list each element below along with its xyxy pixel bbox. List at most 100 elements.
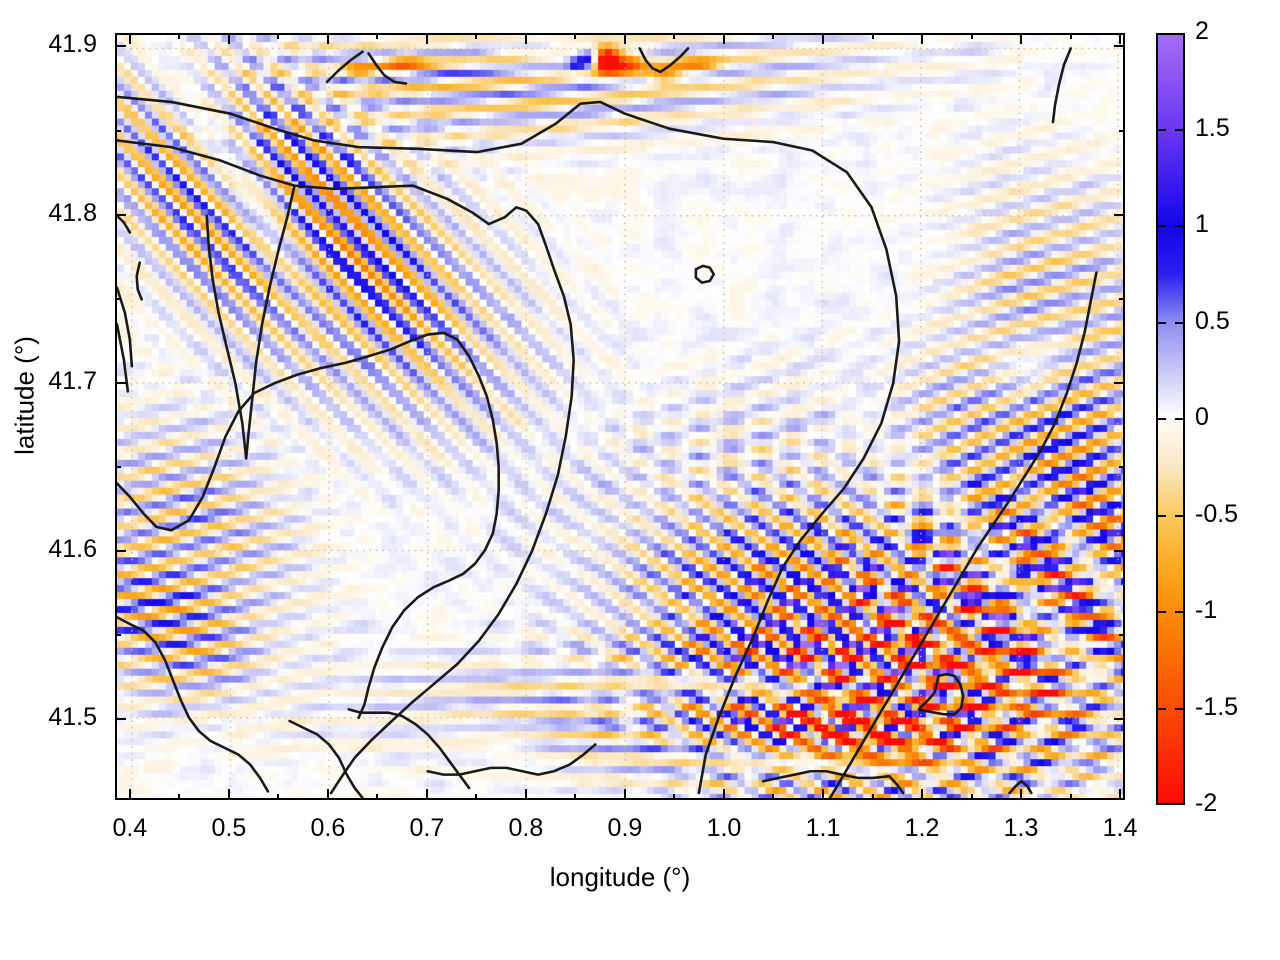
colorbar-tick-label: 0 [1195,403,1209,431]
y-tick-label: 41.8 [48,198,97,227]
x-tick-minor-top [673,33,676,39]
colorbar-tick-label: 1.5 [1195,113,1230,142]
plot-panel [115,33,1125,800]
x-tick-minor-top [871,33,874,39]
colorbar-tick-right [1175,514,1184,517]
colorbar-tick [1157,225,1166,227]
contour-lines [117,47,1098,798]
x-tick-major-top [722,33,725,44]
x-tick-major-top [1020,33,1023,44]
x-tick-minor-top [376,33,379,39]
x-tick-label: 1.3 [1003,814,1039,842]
x-tick-minor-top [970,33,973,39]
x-tick-minor-top [772,33,775,39]
y-tick-major [115,718,126,721]
y-tick-label: 41.7 [48,366,97,395]
x-tick-label: 0.9 [607,814,643,842]
x-tick-major [1119,789,1122,800]
x-tick-label: 0.7 [409,814,445,842]
x-tick-major-top [1119,33,1122,44]
colorbar-tick-right [1175,707,1184,710]
x-tick-label: 0.4 [112,814,148,842]
x-tick-major-top [128,33,131,44]
x-tick-major [128,789,131,800]
x-axis-title: longitude (°) [549,862,691,892]
x-tick-minor-top [1069,33,1072,39]
x-tick-major [326,789,329,800]
x-tick-minor [376,794,379,800]
colorbar-tick-label: -0.5 [1195,499,1239,528]
x-tick-minor-top [574,33,577,39]
colorbar-tick [1157,514,1166,517]
y-tick-label: 41.9 [48,30,97,59]
x-tick-minor [178,794,181,800]
x-tick-minor [772,794,775,800]
x-tick-label: 1.2 [904,814,940,842]
colorbar-tick [1157,128,1166,131]
x-tick-label: 0.5 [211,814,247,842]
x-tick-minor [871,794,874,800]
y-tick-minor [115,129,121,132]
x-tick-major [623,789,626,800]
x-tick-major [921,789,923,800]
colorbar-tick-right [1175,225,1184,227]
y-tick-major [115,45,126,48]
y-tick-minor [115,634,121,637]
y-tick-major [115,213,126,216]
y-tick-label: 41.5 [48,703,97,732]
colorbar-tick-right [1175,418,1184,420]
colorbar-tick-label: -1.5 [1195,692,1239,721]
y-tick-major-right [1114,550,1125,553]
x-tick-major-top [326,33,329,44]
x-tick-major-top [821,33,824,44]
x-tick-major [227,789,230,800]
x-tick-major-top [921,33,923,44]
y-tick-minor-right [1119,129,1125,132]
y-axis-title: latitude (°) [9,336,40,455]
colorbar-tick-label: -1 [1195,596,1218,624]
x-tick-minor [970,794,973,800]
colorbar-tick-label: 0.5 [1195,306,1230,335]
x-tick-minor-top [277,33,280,39]
x-tick-minor-top [475,33,478,39]
x-tick-minor-top [178,33,181,39]
y-tick-major [115,381,126,384]
x-tick-major [1020,789,1023,800]
y-tick-major-right [1114,45,1125,48]
x-tick-major [821,789,824,800]
x-tick-minor [277,794,280,800]
y-tick-major-right [1114,213,1125,216]
x-tick-minor [673,794,676,800]
y-tick-major [115,550,126,553]
y-tick-minor [115,297,121,300]
colorbar-tick-label: 1 [1195,210,1209,238]
x-tick-minor [574,794,577,800]
x-tick-label: 1.1 [805,814,841,842]
x-tick-minor [475,794,478,800]
x-tick-label: 1.0 [706,814,742,842]
x-tick-label: 0.8 [508,814,544,842]
colorbar-tick-label: 2 [1195,17,1209,45]
x-tick-label: 1.4 [1102,814,1138,842]
y-tick-major-right [1114,718,1125,721]
colorbar-tick [1157,321,1166,324]
x-tick-major-top [227,33,230,44]
colorbar-tick [1157,418,1166,420]
x-tick-minor [1069,794,1072,800]
colorbar-tick-right [1175,128,1184,131]
colorbar-tick-label: -2 [1195,789,1218,817]
x-tick-major-top [524,33,527,44]
gridlines [117,35,1123,798]
y-tick-minor-right [1119,297,1125,300]
y-tick-label: 41.6 [48,535,97,564]
y-tick-minor [115,465,121,468]
x-tick-major [524,789,527,800]
y-tick-minor-right [1119,634,1125,637]
y-tick-major-right [1114,381,1125,384]
x-tick-major-top [425,33,428,44]
colorbar-tick-right [1175,611,1184,613]
x-tick-major [425,789,428,800]
x-tick-label: 0.6 [310,814,346,842]
x-tick-major [722,789,725,800]
